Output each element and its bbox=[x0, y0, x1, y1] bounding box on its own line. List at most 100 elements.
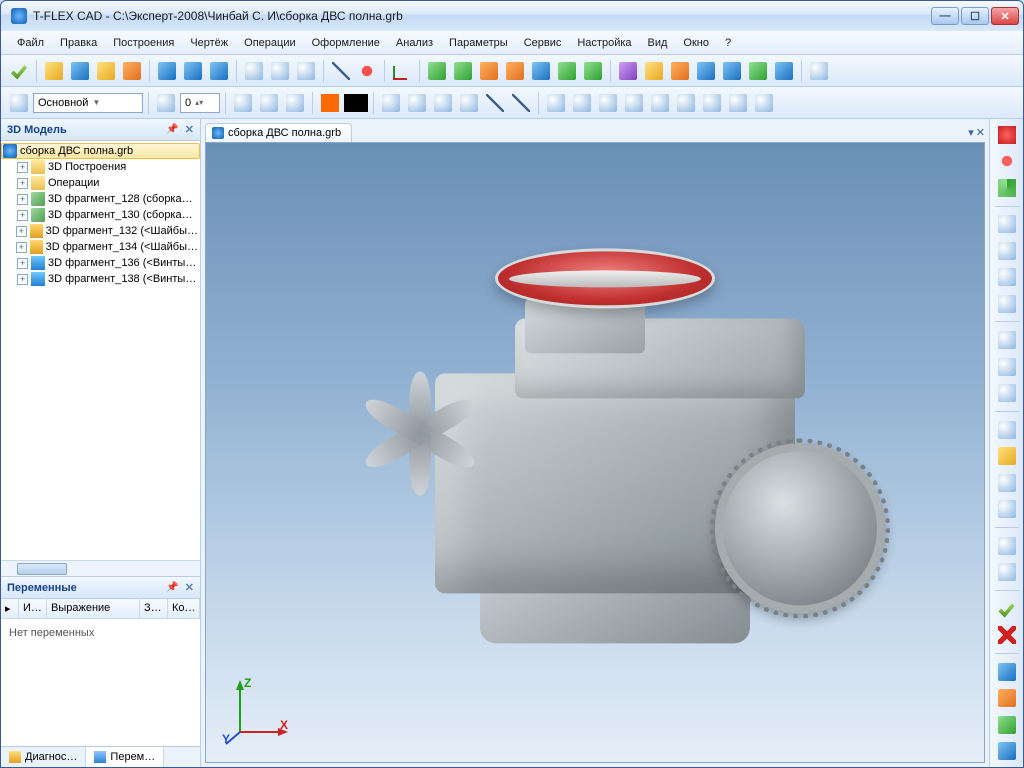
display-button[interactable] bbox=[994, 471, 1020, 495]
snap-off-button[interactable] bbox=[994, 150, 1020, 174]
tool-button[interactable] bbox=[379, 91, 403, 115]
tool-button[interactable] bbox=[405, 91, 429, 115]
close-panel-icon[interactable]: ✕ bbox=[185, 123, 194, 136]
assemble-button[interactable] bbox=[668, 59, 692, 83]
tree-item[interactable]: +3D Построения bbox=[1, 159, 200, 175]
zoom-window-button[interactable] bbox=[994, 239, 1020, 263]
fit-button[interactable] bbox=[994, 265, 1020, 289]
vars-col-name[interactable]: И… bbox=[19, 599, 47, 618]
solid-button[interactable] bbox=[581, 59, 605, 83]
close-button[interactable]: ✕ bbox=[991, 7, 1019, 25]
tool-button[interactable] bbox=[544, 91, 568, 115]
tab-dropdown-icon[interactable]: ▾ bbox=[968, 126, 974, 139]
assemble-button[interactable] bbox=[616, 59, 640, 83]
tree-item[interactable]: +Операции bbox=[1, 175, 200, 191]
vars-col-expr[interactable]: Выражение bbox=[47, 599, 140, 618]
tool-button[interactable] bbox=[622, 91, 646, 115]
render-button[interactable] bbox=[994, 660, 1020, 684]
vars-col-val[interactable]: З… bbox=[140, 599, 168, 618]
menu-окно[interactable]: Окно bbox=[675, 34, 717, 52]
close-panel-icon[interactable]: ✕ bbox=[185, 581, 194, 594]
expand-icon[interactable]: + bbox=[17, 178, 28, 189]
tool-button[interactable] bbox=[570, 91, 594, 115]
tree-item[interactable]: +3D фрагмент_132 (<Шайбы… bbox=[1, 223, 200, 239]
menu-правка[interactable]: Правка bbox=[52, 34, 105, 52]
open-button[interactable] bbox=[94, 59, 118, 83]
line-tool-button[interactable] bbox=[329, 59, 353, 83]
point-tool-button[interactable] bbox=[355, 59, 379, 83]
solid-button[interactable] bbox=[555, 59, 579, 83]
expand-icon[interactable]: + bbox=[17, 258, 28, 269]
cancel-button[interactable] bbox=[994, 623, 1020, 647]
tree-item[interactable]: +3D фрагмент_130 (сборка… bbox=[1, 207, 200, 223]
menu-?[interactable]: ? bbox=[717, 34, 739, 52]
render-button[interactable] bbox=[994, 739, 1020, 763]
tool-button[interactable] bbox=[268, 59, 292, 83]
menu-анализ[interactable]: Анализ bbox=[388, 34, 441, 52]
maximize-button[interactable]: ☐ bbox=[961, 7, 989, 25]
new-assembly-button[interactable] bbox=[68, 59, 92, 83]
tool-button[interactable] bbox=[431, 91, 455, 115]
assemble-button[interactable] bbox=[746, 59, 770, 83]
tool-button[interactable] bbox=[155, 59, 179, 83]
fit-all-button[interactable] bbox=[994, 292, 1020, 316]
menu-вид[interactable]: Вид bbox=[640, 34, 676, 52]
minimize-button[interactable]: — bbox=[931, 7, 959, 25]
tool-button[interactable] bbox=[752, 91, 776, 115]
layer-icon[interactable] bbox=[7, 91, 31, 115]
tool-button[interactable] bbox=[648, 91, 672, 115]
solid-button[interactable] bbox=[503, 59, 527, 83]
color-swatch[interactable] bbox=[344, 91, 368, 115]
tab-variables[interactable]: Перем… bbox=[86, 747, 164, 767]
menu-файл[interactable]: Файл bbox=[9, 34, 52, 52]
tool-button[interactable] bbox=[207, 59, 231, 83]
color-button[interactable] bbox=[318, 91, 342, 115]
assemble-button[interactable] bbox=[642, 59, 666, 83]
document-tab[interactable]: сборка ДВС полна.grb bbox=[205, 123, 352, 142]
layer-combo[interactable]: Основной ▼ bbox=[33, 93, 143, 113]
pin-icon[interactable]: 📌 bbox=[166, 582, 178, 593]
tool-button[interactable] bbox=[294, 59, 318, 83]
tool-button[interactable] bbox=[257, 91, 281, 115]
magnet-button[interactable] bbox=[994, 123, 1020, 147]
tab-close-icon[interactable]: ✕ bbox=[976, 126, 985, 139]
tree-item[interactable]: +3D фрагмент_138 (<Винты… bbox=[1, 271, 200, 287]
solid-button[interactable] bbox=[451, 59, 475, 83]
view-button[interactable] bbox=[994, 328, 1020, 352]
menu-построения[interactable]: Построения bbox=[105, 34, 182, 52]
axis-tool-button[interactable] bbox=[390, 59, 414, 83]
pin-icon[interactable]: 📌 bbox=[166, 124, 178, 135]
menu-настройка[interactable]: Настройка bbox=[569, 34, 639, 52]
tree-root[interactable]: сборка ДВС полна.grb bbox=[1, 143, 200, 159]
display-button[interactable] bbox=[994, 444, 1020, 468]
vars-col-comment[interactable]: Ко… bbox=[168, 599, 200, 618]
expand-icon[interactable]: + bbox=[17, 194, 28, 205]
folder-button[interactable] bbox=[120, 59, 144, 83]
tool-button[interactable] bbox=[283, 91, 307, 115]
tree-item[interactable]: +3D фрагмент_128 (сборка… bbox=[1, 191, 200, 207]
mode-button[interactable] bbox=[994, 534, 1020, 558]
mode-button[interactable] bbox=[994, 560, 1020, 584]
apply-button[interactable] bbox=[7, 59, 31, 83]
menu-операции[interactable]: Операции bbox=[236, 34, 303, 52]
model-tree[interactable]: сборка ДВС полна.grb +3D Построения+Опер… bbox=[1, 141, 200, 560]
view-button[interactable] bbox=[994, 381, 1020, 405]
new-part-button[interactable] bbox=[42, 59, 66, 83]
tool-button[interactable] bbox=[242, 59, 266, 83]
assemble-button[interactable] bbox=[720, 59, 744, 83]
tool-button[interactable] bbox=[700, 91, 724, 115]
tool-button[interactable] bbox=[181, 59, 205, 83]
display-button[interactable] bbox=[994, 497, 1020, 521]
tab-diagnostics[interactable]: Диагнос… bbox=[1, 747, 86, 767]
assemble-button[interactable] bbox=[694, 59, 718, 83]
tree-scrollbar[interactable] bbox=[1, 560, 200, 576]
assemble-button[interactable] bbox=[772, 59, 796, 83]
tool-button[interactable] bbox=[596, 91, 620, 115]
tool-button[interactable] bbox=[509, 91, 533, 115]
tool-button[interactable] bbox=[457, 91, 481, 115]
expand-icon[interactable]: + bbox=[16, 242, 26, 253]
scroll-thumb[interactable] bbox=[17, 563, 67, 575]
tree-item[interactable]: +3D фрагмент_134 (<Шайбы… bbox=[1, 239, 200, 255]
menu-чертёж[interactable]: Чертёж bbox=[182, 34, 236, 52]
tool-button[interactable] bbox=[231, 91, 255, 115]
